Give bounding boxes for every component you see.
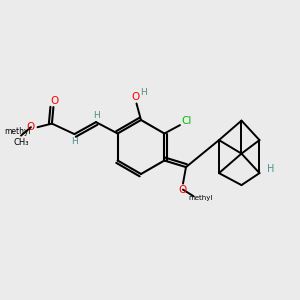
Text: methyl: methyl bbox=[189, 195, 213, 201]
Text: O: O bbox=[27, 122, 35, 132]
Text: H: H bbox=[93, 111, 100, 120]
Text: O: O bbox=[179, 184, 187, 195]
Text: O: O bbox=[132, 92, 140, 102]
Text: H: H bbox=[71, 136, 78, 146]
Text: H: H bbox=[267, 164, 274, 175]
Text: CH₃: CH₃ bbox=[13, 138, 29, 147]
Text: H: H bbox=[140, 88, 146, 97]
Text: methyl: methyl bbox=[4, 127, 32, 136]
Text: Cl: Cl bbox=[182, 116, 192, 127]
Text: O: O bbox=[50, 95, 58, 106]
